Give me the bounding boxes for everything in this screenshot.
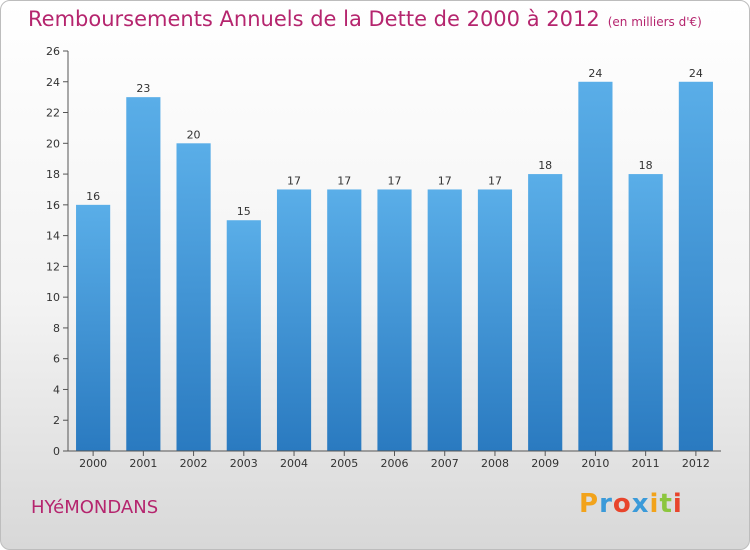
- chart-title: Remboursements Annuels de la Dette de 20…: [28, 7, 702, 31]
- bar-2007: [427, 189, 462, 451]
- title-unit: (en milliers d'€): [607, 15, 702, 29]
- x-tick-label-2008: 2008: [481, 457, 509, 470]
- y-tick-label: 18: [46, 168, 60, 181]
- x-tick-label-2012: 2012: [682, 457, 710, 470]
- logo-letter: i: [649, 489, 660, 519]
- bar-2012: [678, 81, 713, 452]
- logo-letter: P: [579, 489, 600, 519]
- bar-2011: [628, 174, 663, 452]
- bar-2008: [477, 189, 513, 451]
- bar-2000: [76, 204, 111, 451]
- value-label-2007: 17: [438, 174, 452, 187]
- y-tick-label: 4: [53, 383, 60, 396]
- value-label-2000: 16: [86, 190, 100, 203]
- x-tick-label-2000: 2000: [79, 457, 107, 470]
- logo-letter: x: [631, 489, 650, 519]
- value-label-2008: 17: [488, 174, 502, 187]
- y-tick-label: 20: [46, 137, 60, 150]
- bars: 16 23 20 15 17 17 17 17 17 18 24 18 24: [76, 67, 713, 452]
- x-tick-label-2005: 2005: [330, 457, 358, 470]
- value-label-2011: 18: [639, 159, 653, 172]
- y-tick-label: 26: [46, 45, 60, 58]
- logo-letter: r: [599, 489, 613, 519]
- value-label-2002: 20: [187, 128, 201, 141]
- x-tick-label-2004: 2004: [280, 457, 308, 470]
- bar-2002: [176, 143, 211, 452]
- x-tick-label-2010: 2010: [581, 457, 609, 470]
- x-tick-label-2009: 2009: [531, 457, 559, 470]
- x-tick-label-2003: 2003: [230, 457, 258, 470]
- y-tick-label: 24: [46, 76, 60, 89]
- bar-2006: [377, 189, 412, 451]
- x-tick-label-2002: 2002: [180, 457, 208, 470]
- logo-letter: i: [672, 489, 683, 519]
- value-label-2003: 15: [237, 205, 251, 218]
- value-label-2005: 17: [337, 174, 351, 187]
- bar-2005: [327, 189, 362, 451]
- y-tick-label: 16: [46, 199, 60, 212]
- y-tick-label: 14: [46, 230, 60, 243]
- y-tick-label: 10: [46, 291, 60, 304]
- x-tick-label-2007: 2007: [431, 457, 459, 470]
- x-tick-label-2001: 2001: [129, 457, 157, 470]
- logo-letter: o: [612, 489, 632, 519]
- x-tick-label-2006: 2006: [381, 457, 409, 470]
- commune-name: HYéMONDANS: [31, 497, 159, 518]
- y-tick-label: 2: [53, 414, 60, 427]
- bar-2004: [276, 189, 312, 451]
- y-tick-label: 8: [53, 322, 60, 335]
- value-label-2010: 24: [588, 67, 602, 80]
- bar-2003: [226, 220, 261, 451]
- value-label-2009: 18: [538, 159, 552, 172]
- value-label-2004: 17: [287, 174, 301, 187]
- x-axis: 2000 2001 2002 2003 2004 2005 2006 2007 2008 2009…: [68, 450, 721, 470]
- title-main: Remboursements Annuels de la Dette de 20…: [28, 7, 600, 31]
- value-label-2012: 24: [689, 67, 703, 80]
- bar-2001: [126, 97, 161, 452]
- y-tick-label: 12: [46, 260, 60, 273]
- bar-2009: [528, 174, 563, 452]
- logo-letter: t: [659, 489, 673, 519]
- value-label-2006: 17: [388, 174, 402, 187]
- proxiti-logo: Proxiti: [579, 489, 683, 519]
- y-tick-label: 6: [53, 353, 60, 366]
- value-label-2001: 23: [136, 82, 150, 95]
- x-tick-label-2011: 2011: [632, 457, 660, 470]
- y-tick-label: 22: [46, 107, 60, 120]
- y-tick-label: 0: [53, 445, 60, 458]
- bar-2010: [578, 81, 613, 452]
